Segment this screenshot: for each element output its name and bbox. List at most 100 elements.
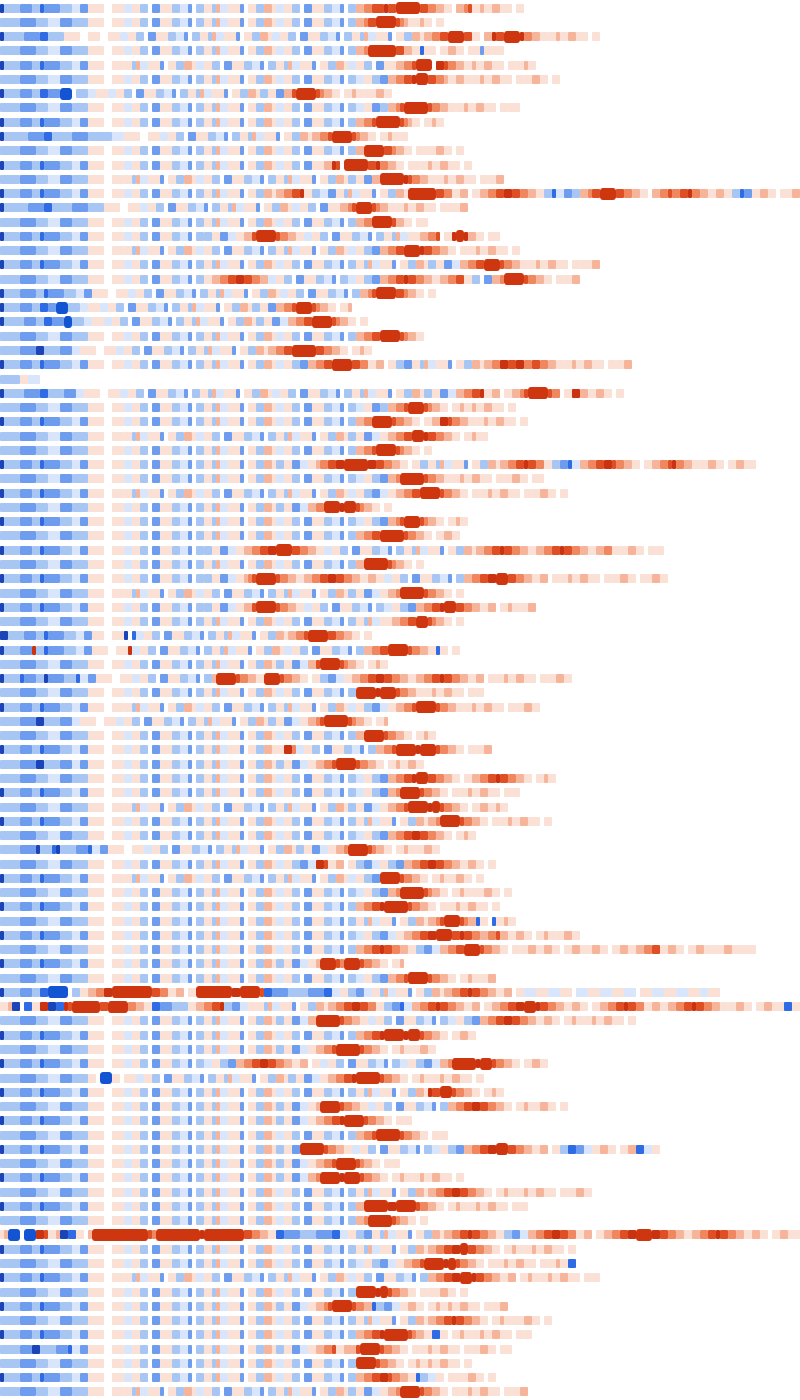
token-segment [428,174,436,184]
token-segment [92,845,100,855]
token-segment [36,103,48,113]
gap [104,218,112,227]
token-segment [276,331,284,341]
token-segment [228,445,240,455]
token-segment [652,574,660,584]
token-segment [328,631,336,641]
token-segment [260,174,264,184]
token-segment [160,331,172,341]
token-segment [168,645,180,655]
token-segment [92,288,108,298]
token-segment [268,388,272,398]
token-segment [140,531,148,541]
token-segment [72,1045,88,1055]
token-segment [512,545,520,555]
token-segment [460,973,468,983]
token-segment [312,189,320,199]
token-segment [180,574,188,584]
token-segment [428,360,436,370]
token-segment [72,816,80,826]
token-segment [404,46,412,56]
token-segment [284,246,288,256]
token-segment [192,388,200,398]
token-segment [276,189,284,199]
token-segment [248,331,256,341]
token-segment [124,474,132,484]
token-segment [284,773,292,783]
token-segment [20,217,36,227]
token-segment [132,17,140,27]
token-segment [160,1087,172,1097]
token-segment [592,1016,596,1026]
token-segment [112,574,124,584]
token-segment [412,930,420,940]
token-segment [4,545,20,555]
token-segment [220,288,224,298]
heatmap-row [0,486,800,500]
token-segment [324,888,332,898]
token-segment [40,873,44,883]
token-segment [60,1116,72,1126]
token-segment [252,431,260,441]
token-segment [200,388,208,398]
token-segment [304,888,312,898]
token-segment [448,1059,452,1069]
token-segment [360,1045,364,1055]
token-segment [188,331,192,341]
token-segment [240,17,244,27]
token-segment [516,773,524,783]
token-segment [196,146,204,156]
token-segment [216,160,220,170]
token-segment [232,303,240,313]
token-segment [328,1002,336,1012]
token-segment [312,1059,320,1069]
token-segment [312,902,324,912]
token-segment [204,1016,212,1026]
token-segment [176,873,184,883]
token-segment [284,674,292,684]
token-segment [292,588,300,598]
token-segment [180,788,188,798]
token-segment [292,916,300,926]
token-segment [124,1087,132,1097]
token-segment [48,474,60,484]
token-segment [476,231,484,241]
token-segment [112,445,124,455]
token-segment [452,231,456,241]
token-segment [432,388,440,398]
token-segment [628,1002,636,1012]
token-segment [368,460,376,470]
token-segment [172,445,180,455]
token-segment [88,89,96,99]
token-segment [0,403,20,413]
token-segment [396,360,404,370]
token-segment [132,702,136,712]
token-segment [280,203,288,213]
token-segment [44,816,60,826]
token-segment [40,545,44,555]
token-segment [276,132,280,142]
token-segment [532,1059,540,1069]
token-segment [112,731,124,741]
token-segment [152,759,160,769]
token-segment [4,460,20,470]
token-segment [348,445,356,455]
token-segment [448,74,456,84]
emphasis-block [344,458,368,471]
token-segment [400,945,408,955]
token-segment [248,1045,256,1055]
token-segment [264,716,268,726]
token-segment [328,488,336,498]
token-segment [484,702,492,712]
token-segment [88,916,104,926]
token-segment [420,859,428,869]
token-segment [272,460,276,470]
token-segment [392,260,396,270]
token-segment [456,574,464,584]
gap [104,1059,112,1068]
token-segment [292,1116,300,1126]
gap [104,745,112,754]
emphasis-block [364,558,388,571]
token-segment [168,132,176,142]
token-segment [192,1073,200,1083]
